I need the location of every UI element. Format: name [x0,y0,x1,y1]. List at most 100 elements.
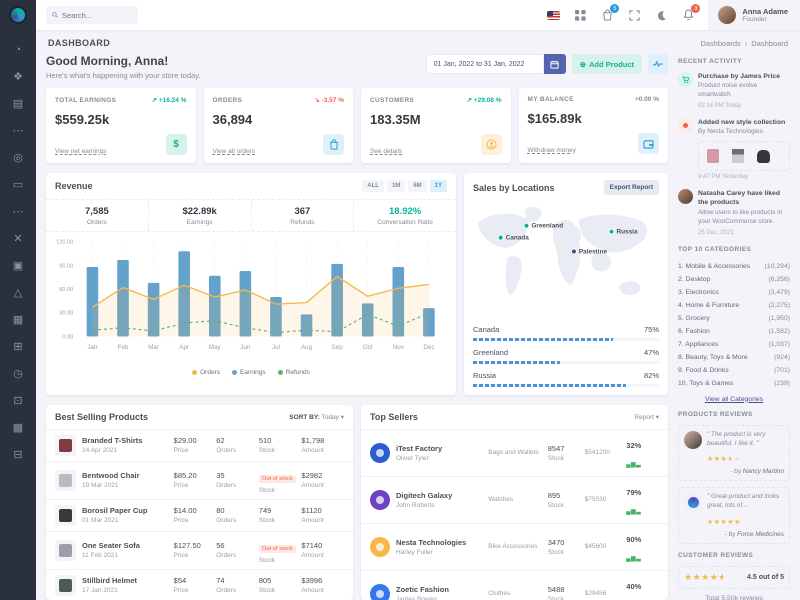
stat-delta: ↘ -3.57 % [314,97,344,104]
seller-owner: John Roberts [396,501,435,509]
total-reviews: Total 5.50k reviews [705,595,763,600]
product-name[interactable]: One Seater Sofa [82,541,140,551]
stat-label: CUSTOMERS [370,96,415,104]
breadcrumb-current: Dashboard [751,38,788,48]
date-range-input[interactable]: 01 Jan, 2022 to 31 Jan, 2022 [425,54,544,74]
user-menu[interactable]: Anna Adame Founder [708,0,800,30]
range-1y-button[interactable]: 1Y [429,180,447,192]
sidebar-authentication-icon[interactable]: ◎ [13,152,23,164]
sidebar-multilevel-icon[interactable]: ⊟ [13,449,23,461]
global-search[interactable] [46,6,138,24]
top-sellers-title: Top Sellers [370,411,418,422]
sidebar-layouts-icon[interactable]: ▤ [12,98,24,110]
svg-text:90.00: 90.00 [59,263,73,269]
view-all-categories-link[interactable]: View all Categories [704,395,764,403]
seller-owner: Oliver Tyler [396,454,429,462]
orders-line [92,275,429,308]
range-all-button[interactable]: ALL [362,180,384,192]
seller-logo [370,583,390,600]
web-apps-button[interactable] [573,8,587,22]
sidebar-widgets-icon[interactable]: ▣ [12,260,24,272]
product-name[interactable]: Stillbird Helmet [82,576,138,586]
category-row[interactable]: 2. Desktop (6,256) [678,275,790,283]
activity-item-collection: Added new style collection By Nesta Tech… [678,118,790,180]
language-flag-button[interactable] [546,8,560,22]
view-all-orders-link[interactable]: View all orders [212,148,256,155]
sidebar-menu-more-icon[interactable]: ⋯ [12,125,24,137]
sidebar-icons-icon[interactable]: ◷ [13,368,23,380]
dark-mode-button[interactable] [654,8,668,22]
add-product-button[interactable]: ⊕ Add Product [571,54,642,74]
svg-text:Apr: Apr [179,344,189,351]
range-1m-button[interactable]: 1M [386,180,406,192]
export-report-button[interactable]: Export Report [603,180,659,195]
breadcrumb-parent[interactable]: Dashboards [700,38,741,48]
top-seller-row[interactable]: Nesta Technologies Harley Fuller Bike Acce… [361,522,668,570]
sidebar-forms-icon[interactable]: △ [13,287,23,299]
activity-stats-button[interactable] [648,54,668,74]
category-row[interactable]: 9. Food & Drinks (701) [678,366,790,374]
sidebar-tables-icon[interactable]: ▦ [12,314,24,326]
sidebar-pages-icon[interactable]: ▭ [12,179,24,191]
stat-label: MY BALANCE [527,96,574,103]
seller-company[interactable]: Zoetic Fashion [396,584,449,594]
sort-by-dropdown[interactable]: SORT BY: Today ▾ [289,413,344,421]
top-seller-row[interactable]: iTest Factory Oliver Tyler Bags and Wallet… [361,428,668,476]
product-name[interactable]: Branded T-Shirts [82,436,143,446]
sidebar-maps-icon[interactable]: ▩ [12,422,24,434]
see-details-link[interactable]: See details [370,148,403,155]
notifications-button[interactable]: 3 [681,4,701,22]
product-name[interactable]: Borosil Paper Cup [82,506,148,516]
refunds-line [92,312,430,334]
sidebar-menu-more-2-icon[interactable]: ⋯ [12,206,24,218]
category-row[interactable]: 4. Home & Furniture (2,275) [678,301,790,309]
top-seller-row[interactable]: Digitech Galaxy John Roberts Watches 895 Sto… [361,475,668,523]
category-row[interactable]: 8. Beauty, Toys & More (924) [678,353,790,361]
view-net-earnings-link[interactable]: View net earnings [55,148,107,155]
report-dropdown[interactable]: Report ▾ [634,413,659,421]
revenue-stats: 7,585 Orders $22.89k Earnings 367 Refunds 1… [46,199,456,232]
calendar-button[interactable] [543,54,566,74]
best-selling-row[interactable]: Branded T-Shirts 24 Apr 2021 $29.00 Price 62… [46,428,353,461]
search-input[interactable] [62,10,132,20]
category-row[interactable]: 1. Mobile & Accessories (10,294) [678,262,790,270]
category-row[interactable]: 3. Electronics (3,479) [678,288,790,296]
best-selling-row[interactable]: Bentwood Chair 19 Mar 2021 $85.20 Price 35 Or… [46,460,353,499]
conversion-value: 18.92% [389,206,422,217]
cart-count-badge: 5 [610,4,620,13]
svg-text:120.00: 120.00 [56,240,73,246]
world-map: Greenland Canada Russia Palestine [464,202,668,314]
location-progress-list: Canada 75% Greenland 47% Russia 82% [464,314,668,395]
product-name[interactable]: Bentwood Chair [82,471,140,481]
category-row[interactable]: 6. Fashion (1,582) [678,327,790,335]
seller-owner: James Bowen [396,595,437,600]
app-logo[interactable] [0,0,36,30]
seller-company[interactable]: Nesta Technologies [396,537,467,547]
sidebar-apps-icon[interactable]: ❖ [13,71,23,83]
sales-by-locations-card: Sales by Locations Export Report [464,173,668,395]
seller-company[interactable]: Digitech Galaxy [396,490,453,500]
category-row[interactable]: 5. Grocery (1,950) [678,314,790,322]
right-rail: RECENT ACTIVITY Purchase by James Price … [678,54,790,600]
sidebar-dashboards-icon[interactable]: ◔ [14,43,22,56]
sidebar-boxes-icon[interactable]: ⊡ [13,395,23,407]
withdraw-money-link[interactable]: Withdraw money [527,147,576,154]
activity-product-thumbs[interactable] [698,141,790,172]
fullscreen-button[interactable] [627,8,641,22]
reviewer-logo [684,493,702,512]
sidebar-components-icon[interactable]: ✕ [13,233,23,245]
cart-button[interactable]: 5 [600,4,620,22]
best-selling-row[interactable]: One Seater Sofa 11 Feb 2021 $127.50 Price 56… [46,530,353,569]
page-title: DASHBOARD [48,38,111,48]
category-row[interactable]: 7. Appliances (1,037) [678,340,790,348]
best-selling-row[interactable]: Stillbird Helmet 17 Jan 2021 $54 Price 74 Ord… [46,568,353,600]
range-6m-button[interactable]: 6M [408,180,427,192]
best-selling-row[interactable]: Borosil Paper Cup 01 Mar 2021 $14.00 Price 8… [46,498,353,531]
marker-russia-label: Russia [616,229,637,236]
product-image [55,539,76,561]
seller-company[interactable]: iTest Factory [396,443,443,453]
earnings-value: $22.89k [182,206,217,217]
sidebar-charts-icon[interactable]: ⊞ [13,341,23,353]
top-seller-row[interactable]: Zoetic Fashion James Bowen Clothes 5488 Stoc… [361,569,668,600]
category-row[interactable]: 10. Toys & Games (239) [678,379,790,387]
